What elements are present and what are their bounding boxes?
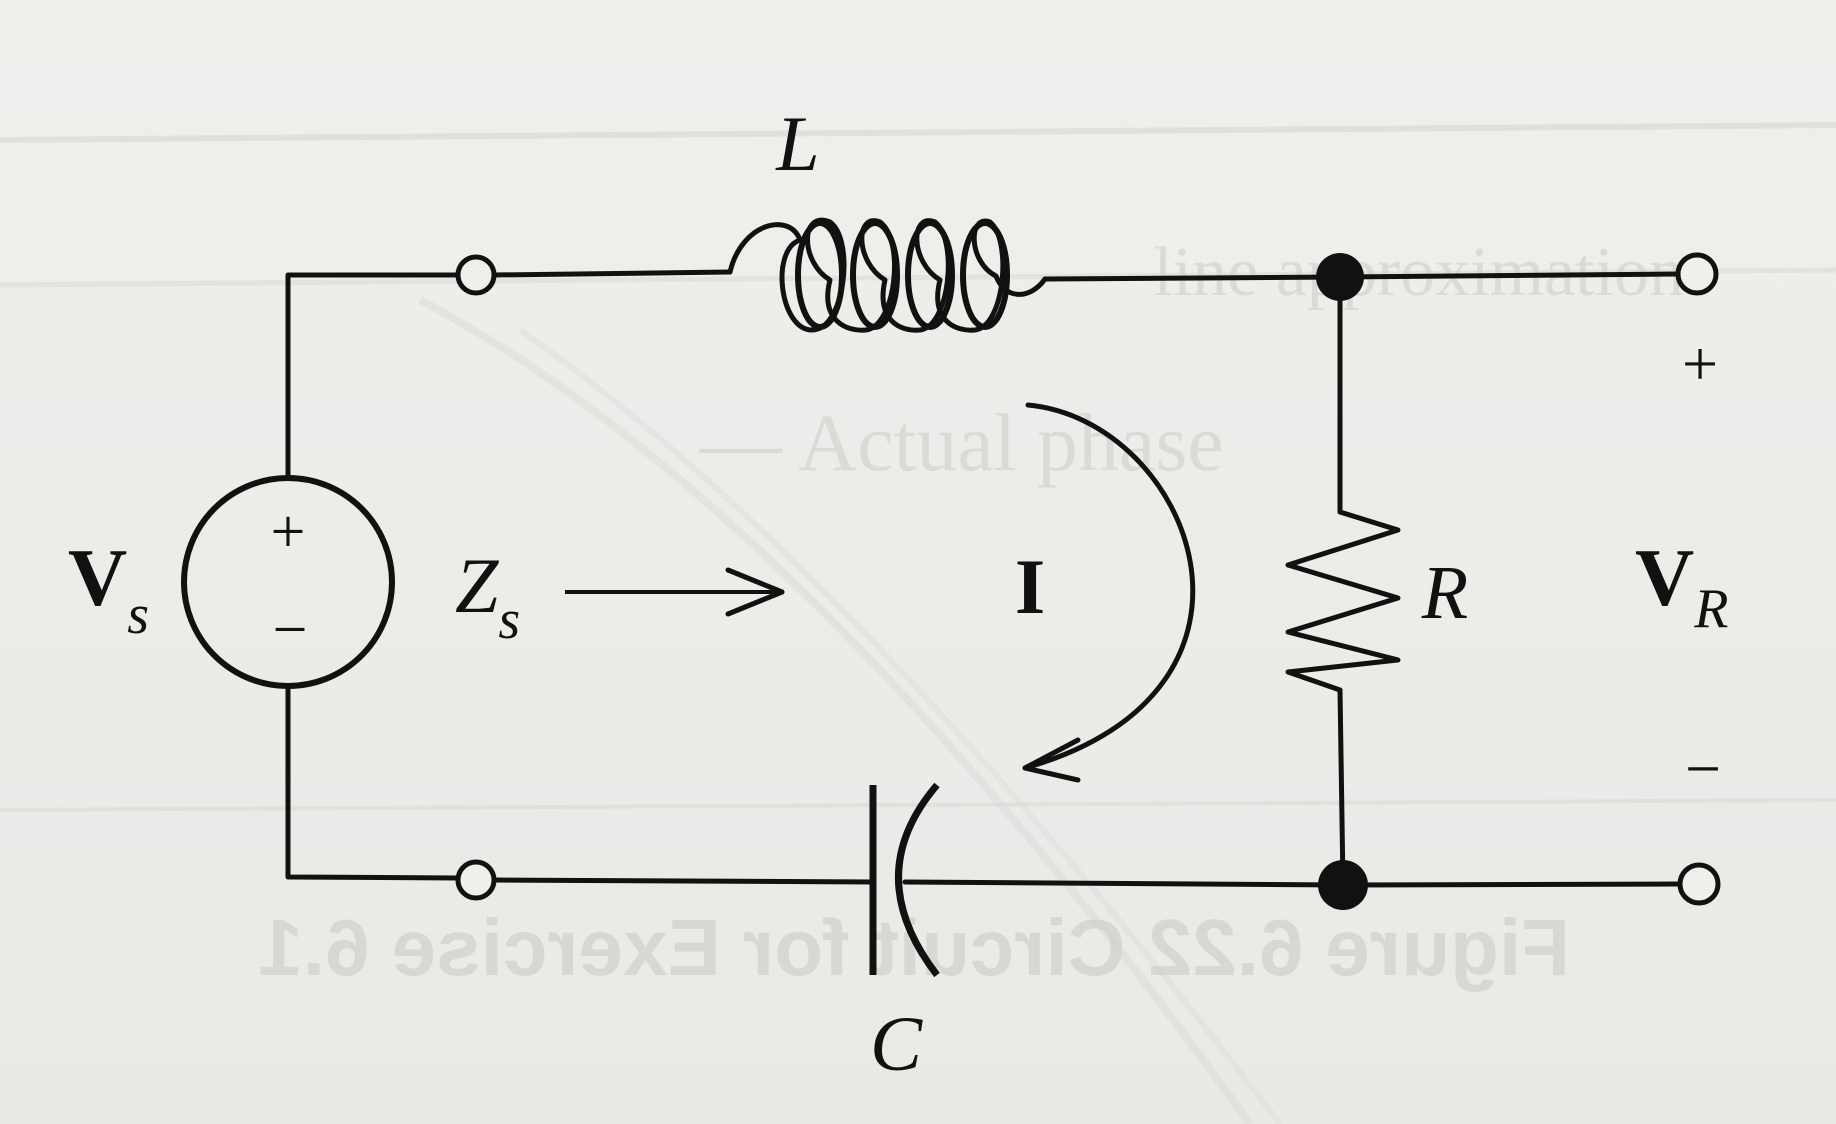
wire-bottom-to-capacitor [491,877,876,885]
wire-node-to-output-bottom [1340,881,1683,888]
node-top [1316,253,1364,301]
impedance-label: Zs [455,542,520,651]
output-plus-sign: + [1682,328,1718,399]
junction-nodes [1316,253,1368,910]
wire-capacitor-to-node [902,879,1346,888]
terminals [455,252,1721,906]
node-bottom [1318,860,1368,910]
labels: L C R I Vs Zs VR + − [68,100,1728,1087]
wires [285,269,1683,888]
source-plus-sign: + [271,498,306,566]
terminal-output-bottom [1677,862,1721,906]
impedance-arrow [565,567,785,617]
inductor [727,217,1048,333]
terminal-output-top [1675,252,1719,296]
output-voltage-label-main: V [1635,532,1694,623]
terminal-input-top [455,254,497,296]
wire-node-to-output-top [1337,271,1681,280]
resistor-label: R [1421,551,1468,635]
source-label-subscript: s [127,584,149,646]
source-minus-sign: − [273,596,308,664]
inductor-label: L [775,100,819,187]
wire-bottom-left [285,683,461,881]
output-minus-sign: − [1685,733,1721,804]
terminal-input-bottom [455,859,497,901]
impedance-label-subscript: s [498,589,520,651]
current-loop-arrow [1022,402,1196,783]
resistor [1285,509,1401,693]
wire-top-left [285,272,461,481]
source-label-main: V [68,532,127,623]
output-voltage-label-subscript: R [1693,578,1728,640]
show-through-layer: — Actual phase -line approximation Figur… [0,122,1836,1124]
capacitor [869,782,940,978]
show-through-text-1: — Actual phase [699,397,1224,488]
voltage-source: + − [181,475,395,689]
impedance-label-main: Z [455,542,500,629]
capacitor-label: C [870,1000,923,1087]
wire-resistor-to-bottom-node [1337,687,1346,888]
source-label: Vs [68,532,149,646]
wire-inductor-to-node [1042,274,1343,282]
show-through-caption: Figure 6.22 Circuit for Exercise 6.1 [258,903,1570,992]
current-label: I [1015,543,1045,630]
output-voltage-label: VR [1635,532,1728,640]
wire-top-to-inductor [491,269,733,278]
